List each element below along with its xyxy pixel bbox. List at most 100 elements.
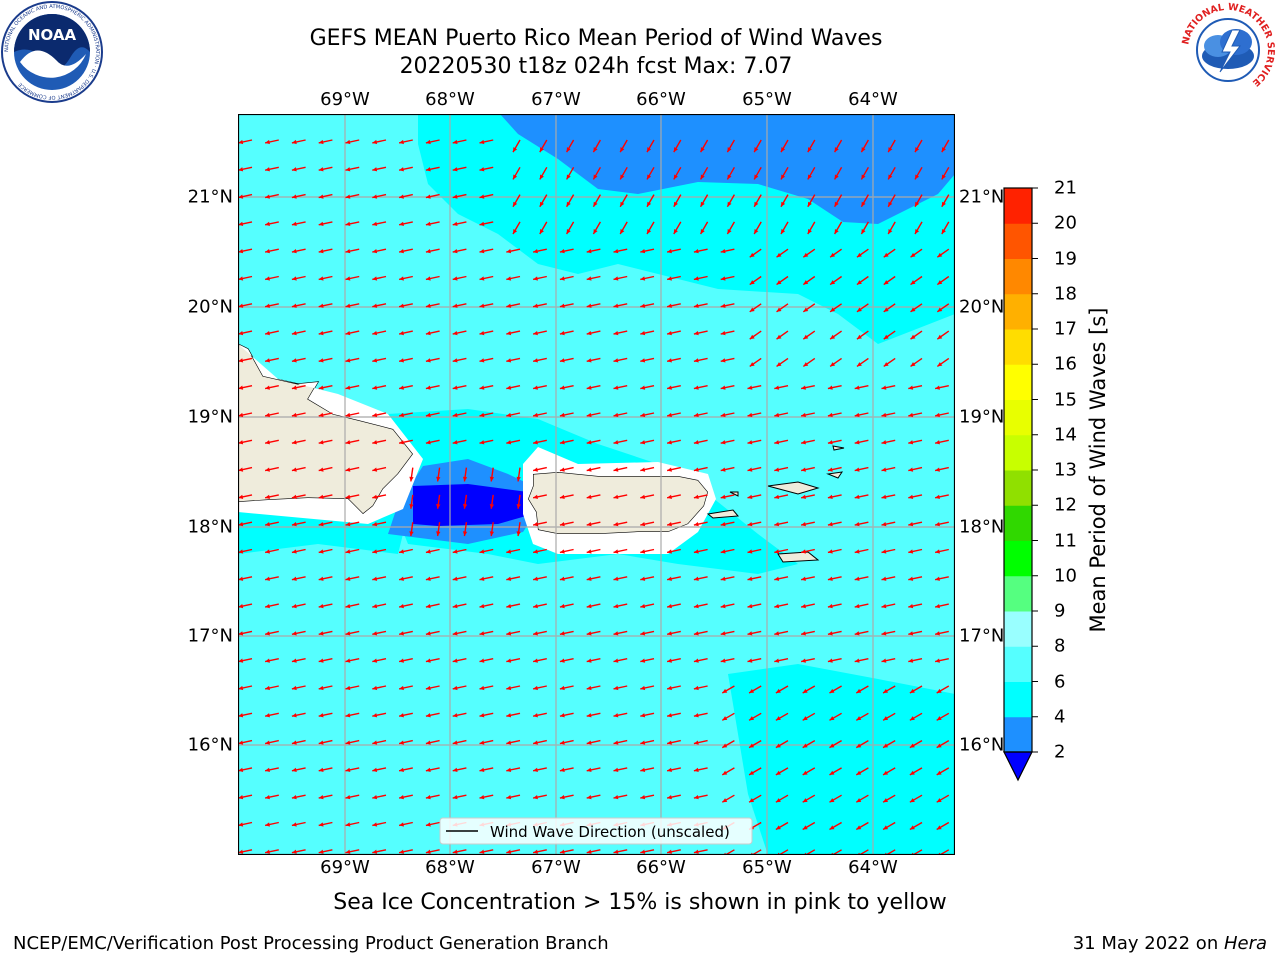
footer-branch: NCEP/EMC/Verification Post Processing Pr… <box>13 933 609 954</box>
wave-direction-arrowhead <box>935 631 940 636</box>
wave-direction-arrowhead <box>479 603 485 609</box>
wave-direction-arrowhead <box>318 249 324 254</box>
wave-direction-arrowhead <box>409 476 414 482</box>
wave-direction-arrowhead <box>291 412 297 418</box>
wave-direction-arrowhead <box>533 740 538 745</box>
wave-direction-arrowhead <box>830 252 836 258</box>
colorbar-segment <box>1004 188 1032 224</box>
wave-direction-arrowhead <box>854 549 860 554</box>
wave-direction-arrowhead <box>749 716 755 721</box>
wave-direction-arrowhead <box>318 467 324 472</box>
wave-direction-arrowhead <box>506 249 512 254</box>
wave-direction-arrowhead <box>586 249 592 254</box>
wave-direction-arrowhead <box>807 201 812 207</box>
wave-direction-arrowhead <box>506 849 512 854</box>
wave-direction-arrowhead <box>881 412 887 418</box>
wave-direction-arrowhead <box>436 476 441 482</box>
wave-direction-arrowhead <box>640 467 646 472</box>
wave-direction-arrowhead <box>640 303 646 308</box>
wave-direction-arrowhead <box>908 522 914 527</box>
wave-direction-arrowhead <box>827 385 833 390</box>
colorbar-tick-label: 19 <box>1054 248 1077 269</box>
wave-direction-arrowhead <box>908 549 914 554</box>
wave-direction-arrowhead <box>399 330 404 336</box>
wave-direction-arrowhead <box>856 798 862 803</box>
wave-direction-arrowhead <box>291 713 297 718</box>
wave-direction-arrowhead <box>775 743 781 748</box>
wave-direction-arrowhead <box>479 221 485 227</box>
wave-direction-arrowhead <box>775 825 781 830</box>
sea-ice-note: Sea Ice Concentration > 15% is shown in … <box>333 890 947 915</box>
wave-direction-arrow <box>750 849 762 855</box>
wave-direction-arrowhead <box>613 603 619 609</box>
wave-direction-arrowhead <box>640 795 646 800</box>
wave-direction-arrowhead <box>318 576 324 581</box>
wave-direction-arrowhead <box>425 139 431 145</box>
colorbar-segment <box>1004 505 1032 541</box>
wave-direction-arrowhead <box>539 147 544 153</box>
wave-direction-arrowhead <box>693 249 699 254</box>
wave-direction-arrowhead <box>720 249 726 254</box>
wave-direction-arrowhead <box>827 658 833 663</box>
wave-direction-arrowhead <box>647 201 652 207</box>
lon-label-top: 67°W <box>531 89 581 110</box>
wave-direction-arrowhead <box>436 504 441 509</box>
nws-logo: NATIONAL WEATHER SERVICE <box>1178 0 1278 100</box>
wave-direction-arrowhead <box>533 440 538 445</box>
wave-direction-arrowhead <box>640 522 646 527</box>
wave-direction-arrowhead <box>533 358 538 363</box>
wave-direction-arrowhead <box>238 194 244 199</box>
wave-direction-arrowhead <box>776 362 782 367</box>
wave-direction-arrowhead <box>265 795 270 800</box>
wave-direction-arrowhead <box>425 822 431 827</box>
wave-direction-arrowhead <box>937 362 943 367</box>
wave-direction-arrowhead <box>775 716 781 721</box>
wave-direction-arrowhead <box>888 147 893 153</box>
wave-direction-arrowhead <box>372 385 378 390</box>
wave-direction-arrowhead <box>801 631 806 636</box>
wave-direction-arrowhead <box>935 440 940 445</box>
wave-direction-arrowhead <box>372 603 378 609</box>
wave-direction-arrowhead <box>238 303 244 308</box>
wave-direction-arrowhead <box>749 334 755 340</box>
wave-direction-arrowhead <box>479 658 485 663</box>
wave-direction-arrowhead <box>506 440 512 445</box>
wave-direction-arrowhead <box>613 576 619 581</box>
colorbar-tick-label: 14 <box>1054 424 1077 446</box>
wave-direction-arrowhead <box>452 412 458 418</box>
wave-direction-arrowhead <box>238 685 244 691</box>
wave-direction-arrowhead <box>372 494 378 500</box>
wave-direction-arrowhead <box>291 440 297 445</box>
wave-direction-arrowhead <box>318 330 324 336</box>
wave-direction-arrowhead <box>238 549 244 554</box>
wave-direction-arrowhead <box>238 631 244 636</box>
wave-direction-arrowhead <box>720 303 726 308</box>
wave-direction-arrowhead <box>774 658 780 663</box>
wave-direction-arrowhead <box>291 822 297 827</box>
wave-direction-arrowhead <box>345 795 351 800</box>
wave-direction-arrowhead <box>647 147 652 153</box>
wave-direction-arrowhead <box>854 576 860 581</box>
wave-direction-arrowhead <box>372 685 378 691</box>
wave-direction-arrowhead <box>909 688 915 693</box>
wave-direction-arrowhead <box>747 549 753 554</box>
wave-direction-arrowhead <box>909 825 915 830</box>
wave-direction-arrowhead <box>533 467 538 472</box>
plot-title-line2: 20220530 t18z 024h fcst Max: 7.07 <box>399 54 793 79</box>
wave-direction-arrowhead <box>238 494 244 500</box>
lat-label-left: 16°N <box>187 734 233 756</box>
wave-direction-arrowhead <box>372 358 378 363</box>
wave-direction-arrowhead <box>372 849 378 854</box>
wave-direction-arrowhead <box>238 740 244 745</box>
wave-direction-arrowhead <box>425 767 431 773</box>
wave-direction-arrowhead <box>801 494 806 500</box>
wave-direction-arrowhead <box>265 767 270 773</box>
wave-direction-arrowhead <box>749 280 755 285</box>
wave-direction-arrowhead <box>803 334 809 340</box>
wave-direction-arrowhead <box>238 795 244 800</box>
wave-direction-arrowhead <box>775 770 781 775</box>
wave-direction-arrowhead <box>559 795 565 800</box>
wave-direction-arrowhead <box>452 276 458 281</box>
wave-direction-arrowhead <box>830 362 836 367</box>
wave-direction-arrowhead <box>747 467 753 472</box>
